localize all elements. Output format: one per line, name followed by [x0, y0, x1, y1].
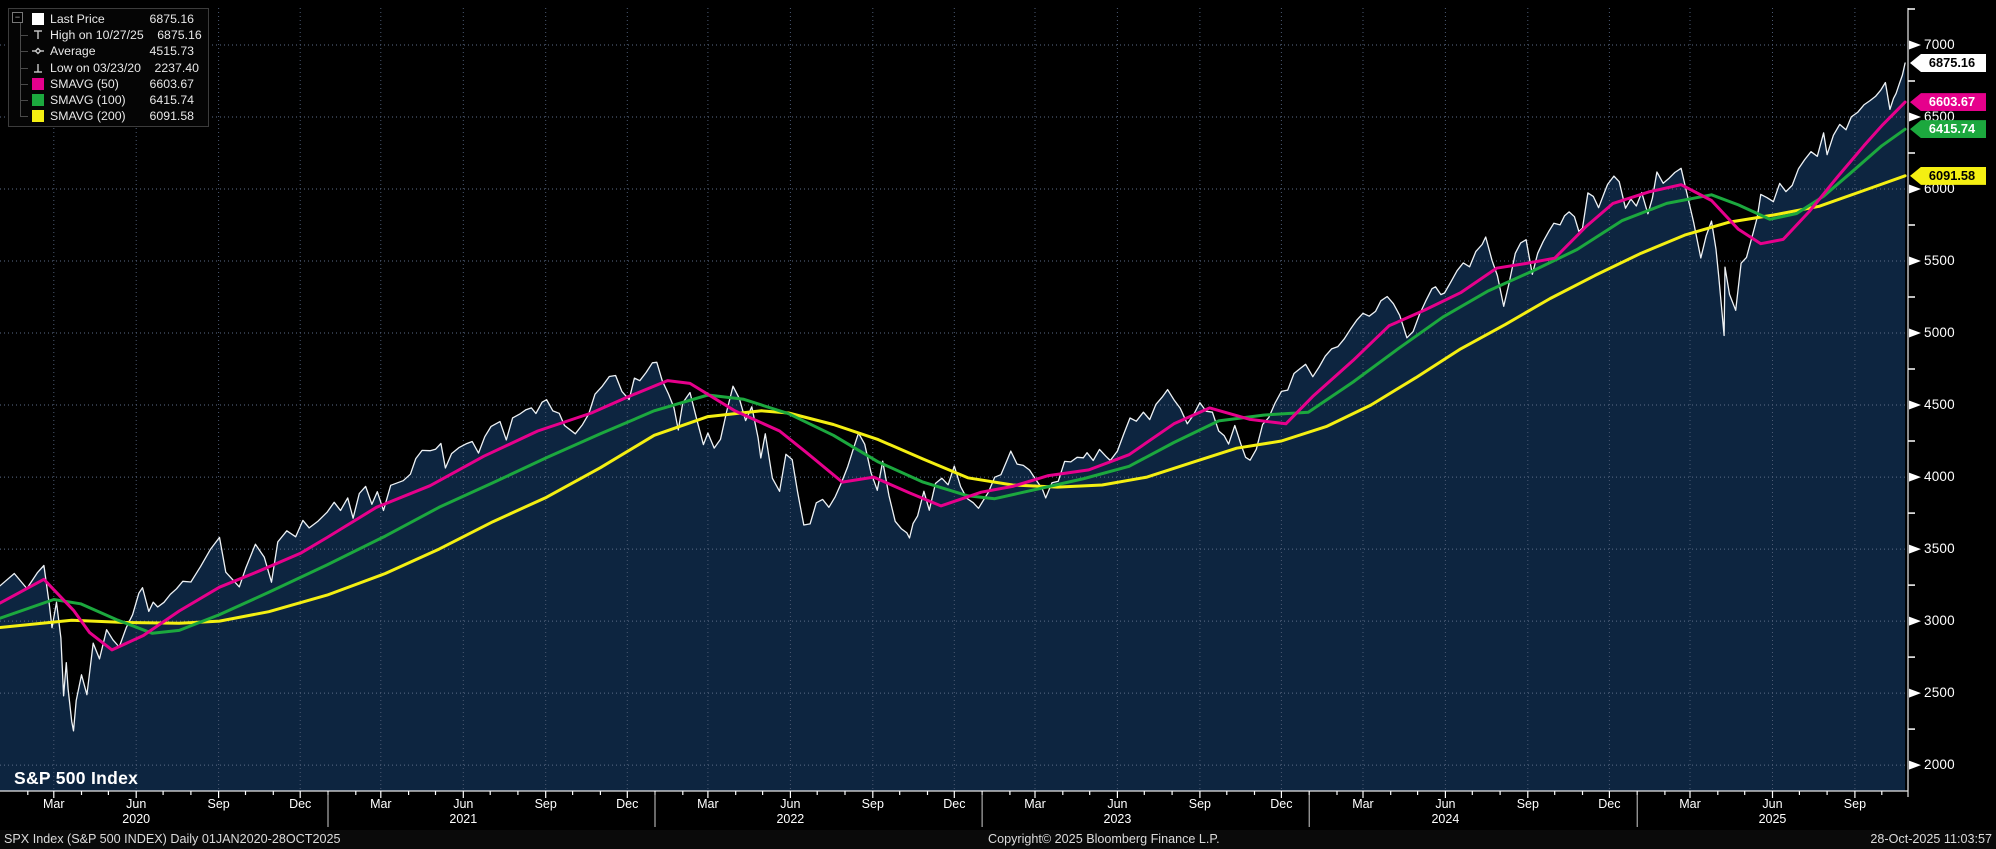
x-axis-month-label: Mar: [43, 797, 65, 811]
legend-label: High on 10/27/25: [50, 28, 144, 43]
x-axis-month-label: Sep: [861, 797, 884, 811]
smavg50-color-swatch: [32, 77, 44, 90]
smavg100-color-swatch: [32, 94, 44, 107]
x-axis-month-label: Jun: [1435, 797, 1456, 811]
series-smavg-100-: [0, 127, 1907, 635]
x-axis-month-label: Mar: [1352, 797, 1374, 811]
legend-value: 2237.40: [154, 60, 199, 75]
legend-label: Average: [50, 44, 96, 59]
y-axis-tick-label: 5500: [1924, 253, 1955, 269]
legend-label: SMAVG (200): [50, 109, 126, 124]
x-axis-month-label: Jun: [1762, 797, 1783, 811]
x-axis-year-label: 2025: [1758, 812, 1787, 826]
legend-tree-rail: [12, 108, 32, 124]
y-axis-tick-label: 5000: [1924, 325, 1955, 341]
smavg200-color-swatch: [32, 110, 44, 123]
x-axis-month-label: Dec: [616, 797, 639, 811]
legend-row-smavg50[interactable]: SMAVG (50) 6603.67: [12, 75, 208, 92]
smavg200-badge: 6091.58: [1910, 166, 1986, 185]
x-axis-month-label: Jun: [126, 797, 147, 811]
status-ticker-info: SPX Index (S&P 500 INDEX) Daily 01JAN202…: [4, 832, 341, 846]
x-axis-month-label: Dec: [943, 797, 966, 811]
x-axis-month-label: Mar: [370, 797, 392, 811]
x-axis-month-label: Sep: [1516, 797, 1539, 811]
price-area-fill: [0, 63, 1906, 791]
x-axis-month-label: Sep: [207, 797, 230, 811]
series-layer: [0, 62, 1907, 732]
x-axis-month-label: Dec: [1270, 797, 1293, 811]
x-axis-month-label: Mar: [697, 797, 719, 811]
legend-row-high[interactable]: High on 10/27/25 6875.16: [12, 27, 208, 44]
grid-layer: [0, 8, 1908, 791]
legend-tree-rail: [12, 91, 32, 109]
x-axis-year-label: 2021: [449, 812, 478, 826]
status-timestamp: 28-Oct-2025 11:03:57: [1870, 832, 1992, 846]
legend-value: 4515.73: [149, 44, 194, 59]
legend-tree-rail: [12, 43, 32, 60]
y-axis-tick-label: 2000: [1924, 757, 1955, 773]
x-axis-month-label: Jun: [780, 797, 801, 811]
x-axis-month-label: Sep: [1188, 797, 1211, 811]
x-axis-month-label: Sep: [534, 797, 557, 811]
y-axis-tick-label: 7000: [1924, 37, 1955, 52]
x-axis-year-label: 2023: [1103, 812, 1132, 826]
y-axis-tick-label: 4500: [1924, 397, 1955, 413]
legend-value: 6603.67: [149, 76, 194, 91]
last-price-badge: 6875.16: [1910, 53, 1986, 72]
y-axis-tick-label: 2500: [1924, 685, 1955, 701]
legend-label: SMAVG (100): [50, 93, 126, 108]
low-marker-icon: [34, 63, 42, 73]
x-axis-month-label: Sep: [1843, 797, 1867, 811]
legend-tree-rail: [12, 27, 32, 44]
last-price-color-swatch: [32, 13, 44, 26]
legend-collapse-toggle[interactable]: −: [12, 12, 23, 23]
legend-tree-rail: [12, 11, 32, 28]
x-axis-year-label: 2020: [122, 812, 151, 826]
legend-label: SMAVG (50): [50, 76, 119, 91]
high-marker-icon: [34, 30, 42, 40]
chart-title: S&P 500 Index: [14, 768, 139, 788]
legend-row-average[interactable]: Average 4515.73: [12, 43, 208, 60]
legend-row-low[interactable]: Low on 03/23/20 2237.40: [12, 59, 208, 76]
x-axis-month-label: Dec: [289, 797, 312, 811]
x-axis-year-label: 2022: [776, 812, 805, 826]
legend-row-smavg100[interactable]: SMAVG (100) 6415.74: [12, 91, 208, 109]
legend-tree-rail: [12, 75, 32, 92]
status-copyright: Copyright© 2025 Bloomberg Finance L.P.: [988, 832, 1220, 846]
status-bar: SPX Index (S&P 500 INDEX) Daily 01JAN202…: [0, 830, 1996, 849]
x-axis-month-label: Mar: [1024, 797, 1046, 811]
smavg100-badge: 6415.74: [1910, 120, 1986, 139]
average-marker-icon: [32, 47, 44, 55]
series-smavg-50-: [0, 100, 1907, 652]
x-axis-month-label: Dec: [1598, 797, 1621, 811]
y-axis-tick-label: 3500: [1924, 541, 1955, 557]
axes-layer: [0, 8, 1921, 827]
legend-value: 6875.16: [157, 28, 202, 43]
x-axis-year-label: 2024: [1431, 812, 1460, 826]
legend-row-smavg200[interactable]: SMAVG (200) 6091.58: [12, 108, 208, 124]
legend-label: Last Price: [50, 12, 105, 27]
legend-row-last-price[interactable]: Last Price 6875.16: [12, 11, 208, 28]
legend-value: 6415.74: [149, 93, 194, 108]
x-axis-month-label: Jun: [1107, 797, 1128, 811]
y-axis-tick-label: 4000: [1924, 469, 1955, 485]
chart-legend: − Last Price 6875.16 High on 10/27/25 6875.…: [8, 8, 209, 127]
smavg50-badge: 6603.67: [1910, 93, 1986, 112]
legend-label: Low on 03/23/20: [50, 60, 141, 75]
x-axis-month-label: Mar: [1679, 797, 1701, 811]
legend-value: 6091.58: [149, 109, 194, 124]
x-axis-month-label: Jun: [453, 797, 474, 811]
legend-tree-rail: [12, 59, 32, 76]
y-axis-tick-label: 3000: [1924, 613, 1955, 629]
legend-value: 6875.16: [149, 12, 194, 27]
